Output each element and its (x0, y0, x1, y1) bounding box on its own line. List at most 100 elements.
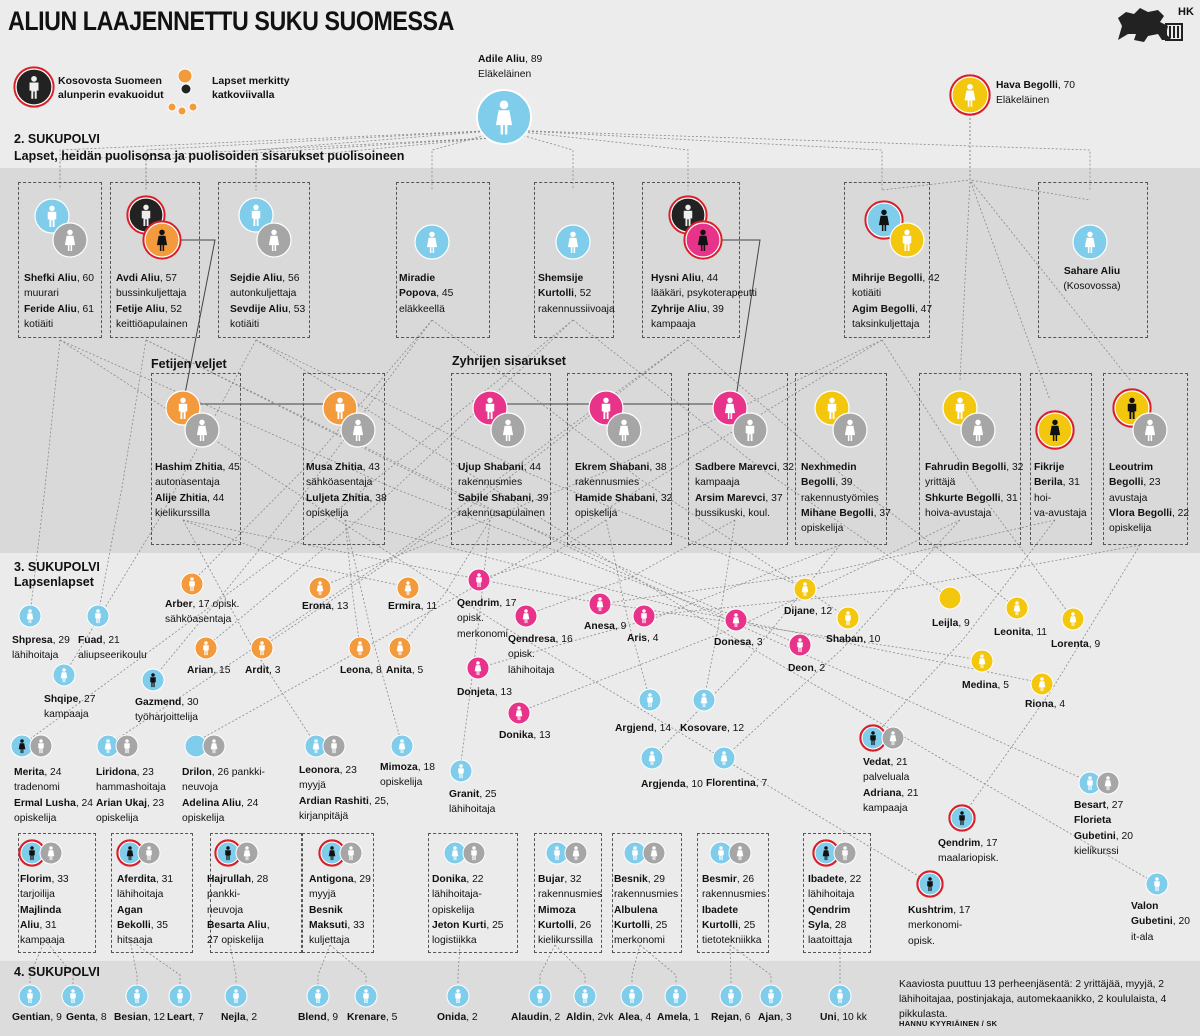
person-name: Riona (1025, 699, 1054, 710)
label-drilon: Drilon, 26 pankki-neuvoja Adelina Aliu, 2… (182, 765, 265, 826)
person-detail: , 24 (241, 797, 259, 809)
person-detail: taksinkuljettaja (852, 318, 920, 330)
label-mimoza18: Mimoza, 18 opiskelija (380, 760, 435, 791)
label-sadbere: Sadbere Marevci, 32 kampaaja Arsim Marevci… (695, 460, 794, 521)
person-detail: , 38 (369, 492, 387, 504)
albulena-figure-icon (642, 841, 666, 865)
box-ekrem (567, 373, 672, 545)
aris-figure (632, 604, 656, 633)
label-vedat: Vedat, 21 palveluala Adriana, 21 kampaaja (863, 755, 919, 816)
person-detail: , 52 (574, 288, 592, 300)
person-detail: , 70 (1057, 80, 1075, 91)
luljeta-figure-icon (340, 412, 376, 448)
person-detail: pankki- (207, 889, 241, 901)
alea-figure (620, 984, 644, 1013)
gen2-title: 2. SUKUPOLVI (14, 132, 100, 146)
label-qendrim17a: Qendrim, 17 opisk. merkonomi (457, 596, 517, 642)
person-name: Kurtolli (614, 919, 651, 931)
shkurte-figure (960, 412, 996, 453)
label-besart: Besart, 27 Florieta Gubetini, 20 kielikurss… (1074, 798, 1133, 859)
person-detail: kielikurssilla (155, 507, 210, 519)
mihane-figure (832, 412, 868, 453)
kosovare-figure-icon (692, 688, 716, 712)
label-alaudin: Alaudin, 2 (511, 1010, 560, 1025)
person-name: Ibadete (702, 904, 739, 916)
arsim-figure-icon (732, 412, 768, 448)
donika13-figure-icon (507, 701, 531, 725)
box-nexhmedin (795, 373, 887, 545)
label-donika13: Donika, 13 (499, 728, 551, 743)
person-detail: kampaaja (863, 802, 908, 814)
kosovare-figure (692, 688, 716, 717)
anita-figure-icon (388, 636, 412, 660)
box-avdi (110, 182, 200, 338)
krenare-figure (354, 984, 378, 1013)
person-detail: , 5 (385, 1012, 398, 1023)
dijane-figure-icon (793, 577, 817, 601)
hava-figure-fill (949, 74, 991, 121)
person-detail: kampaaja (44, 709, 89, 721)
person-detail: yrittäjä (925, 477, 956, 489)
shpresa-figure (18, 604, 42, 633)
ardit-figure-icon (250, 636, 274, 660)
person-name: Bujar (538, 874, 565, 885)
mimozakurtolli-figure (564, 841, 588, 870)
person-name: Leijla (932, 618, 959, 629)
erona-figure-icon (308, 576, 332, 600)
person-name: Arsim Marevci (695, 492, 766, 504)
leonita-figure (1005, 596, 1029, 625)
person-name: Sadbere Marevci (695, 462, 777, 473)
amela-figure-icon (664, 984, 688, 1008)
shaban-figure (836, 606, 860, 635)
miradie-figure-icon (414, 224, 450, 260)
gentian-figure (18, 984, 42, 1013)
label-genta: Genta, 8 (66, 1010, 107, 1025)
jeton-figure-icon (462, 841, 486, 865)
person-name: Dijane (784, 606, 815, 617)
donjeta-figure-icon (466, 656, 490, 680)
person-name: Besnik (614, 874, 648, 885)
sahare-figure (1072, 224, 1108, 265)
person-name: Aldin (566, 1012, 592, 1023)
person-detail: opisk. (508, 649, 535, 661)
mimoza18-figure-icon (390, 734, 414, 758)
person-name: Miradie (399, 273, 436, 284)
person-name: Shpresa (12, 635, 53, 646)
genta-figure (61, 984, 85, 1013)
person-name: Avdi Aliu (116, 273, 160, 284)
person-detail: , 10 (685, 779, 703, 790)
person-name: Arian (187, 665, 214, 676)
person-detail: , 17 (953, 905, 971, 916)
box-mihrije (844, 182, 930, 338)
person-detail: , 12 (814, 606, 833, 617)
person-name: Shqipe (44, 694, 79, 705)
fuad-figure (86, 604, 110, 633)
person-name: Gentian (12, 1012, 51, 1023)
ardit-figure (250, 636, 274, 665)
person-name: Qendrim (938, 838, 981, 849)
label-ujup: Ujup Shabani, 44 rakennusmies Sabile Shaba… (458, 460, 548, 521)
label-blend: Blend, 9 (298, 1010, 338, 1025)
person-detail: , 12 (147, 1012, 165, 1023)
person-name: Donika (432, 874, 467, 885)
florentina-figure-icon (712, 746, 736, 770)
agim-figure (889, 222, 925, 263)
label-shemsije: Shemsije Kurtolli, 52 rakennussiivoaja (538, 271, 615, 317)
medina-figure-icon (970, 649, 994, 673)
legend-parent-dot-icon (177, 68, 193, 84)
person-detail: , 38 (649, 462, 667, 473)
ardian-figure-icon (322, 734, 346, 758)
blend-figure-icon (306, 984, 330, 1008)
person-detail: Eläkeläinen (996, 95, 1050, 107)
dijane-figure (793, 577, 817, 606)
person-name: Gubetini (1074, 830, 1116, 842)
agan-figure (137, 841, 161, 870)
person-detail: opiskelija (96, 812, 139, 824)
person-name: Kurtolli (702, 919, 739, 931)
person-detail: hoi- (1034, 492, 1052, 504)
person-name: Gubetini (1131, 916, 1173, 928)
label-hysni: Hysni Aliu, 44 lääkäri, psykoterapeutti Zy… (651, 271, 757, 332)
person-detail: , 31 (1062, 477, 1080, 489)
person-name: Ermira (388, 601, 421, 612)
person-detail: , 28 (829, 919, 847, 931)
